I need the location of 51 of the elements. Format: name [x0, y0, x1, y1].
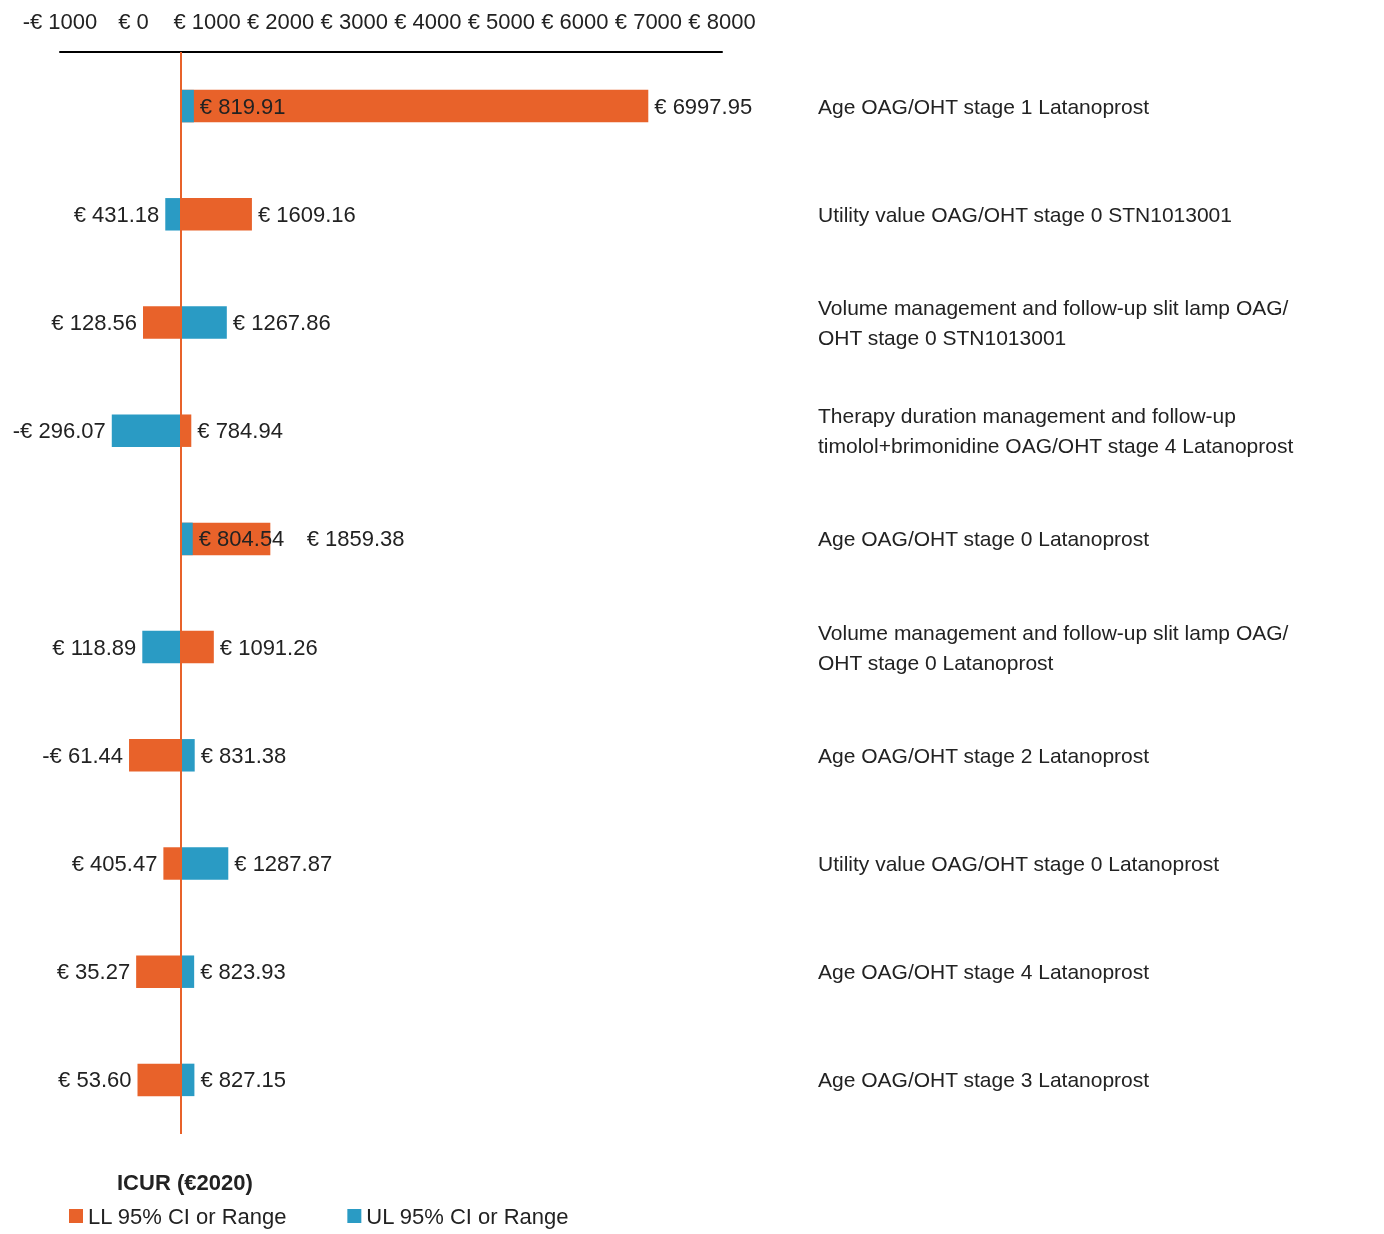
- bar: [165, 198, 181, 231]
- x-axis-title: ICUR (€2020): [117, 1169, 253, 1195]
- x-tick-label: € 5000: [467, 8, 535, 34]
- legend-label: UL 95% CI or Range: [366, 1203, 569, 1229]
- y-tick-label: Therapy duration management and follow-up timolol+brimonidine OAG/OHT stage 4 Latanoprost: [818, 404, 1294, 458]
- bar: [142, 630, 181, 664]
- legend-label: LL 95% CI or Range: [88, 1203, 287, 1229]
- x-tick-label: € 3000: [320, 8, 388, 34]
- y-tick-label: Age OAG/OHT stage 1 Latanoprost: [818, 94, 1150, 118]
- bar: [180, 89, 194, 123]
- data-label: € 827.15: [200, 1067, 287, 1093]
- y-tick-label: Age OAG/OHT stage 3 Latanoprost: [818, 1068, 1150, 1092]
- y-tick-label: Utility value OAG/OHT stage 0 STN1013001: [818, 202, 1232, 226]
- bar: [180, 306, 227, 339]
- bar: [180, 847, 229, 880]
- y-tick-label: Age OAG/OHT stage 4 Latanoprost: [818, 960, 1150, 984]
- data-label: € 784.94: [197, 418, 283, 444]
- data-label: € 823.93: [200, 959, 286, 985]
- y-tick-label: Age OAG/OHT stage 0 Latanoprost: [818, 527, 1150, 551]
- data-label: € 831.38: [200, 742, 287, 768]
- y-tick-label: Utility value OAG/OHT stage 0 Latanoprost: [818, 852, 1220, 875]
- x-tick-label: € 8000: [688, 8, 756, 34]
- data-label: € 431.18: [73, 201, 160, 227]
- data-label: € 118.89: [52, 634, 137, 660]
- x-tick-label: € 0: [118, 8, 149, 34]
- data-label: € 1287.87: [234, 851, 333, 876]
- bar: [180, 522, 193, 556]
- x-tick-label: € 2000: [247, 8, 315, 34]
- data-label: € 35.27: [56, 959, 131, 985]
- data-label: -€ 296.07: [12, 418, 106, 444]
- data-label: € 1859.38: [306, 526, 405, 552]
- data-label: € 1609.16: [257, 201, 356, 227]
- data-label: € 53.60: [58, 1067, 132, 1093]
- y-tick-label: Volume management and follow-up slit lamp OAG/OHT stage 0 Latanoprost: [818, 620, 1289, 674]
- data-label: € 819.91: [199, 93, 286, 119]
- data-label: € 405.47: [71, 851, 158, 876]
- data-label: € 1091.26: [219, 634, 318, 660]
- bar: [180, 739, 195, 772]
- y-tick-label: Age OAG/OHT stage 2 Latanoprost: [818, 743, 1150, 767]
- x-tick-label: € 1000: [173, 8, 241, 34]
- x-tick-label: € 4000: [394, 8, 462, 34]
- data-label: € 128.56: [51, 310, 138, 335]
- data-label: € 1267.86: [232, 310, 331, 335]
- bar: [180, 955, 195, 988]
- y-tick-label: Volume management and follow-up slit lamp OAG/OHT stage 0 STN1013001: [818, 296, 1289, 349]
- data-label: € 6997.95: [654, 93, 753, 119]
- x-tick-label: € 6000: [541, 8, 609, 34]
- x-tick-label: -€ 1000: [22, 8, 98, 34]
- bar: [111, 414, 181, 447]
- data-label: -€ 61.44: [42, 742, 124, 768]
- x-tick-label: € 7000: [614, 8, 683, 34]
